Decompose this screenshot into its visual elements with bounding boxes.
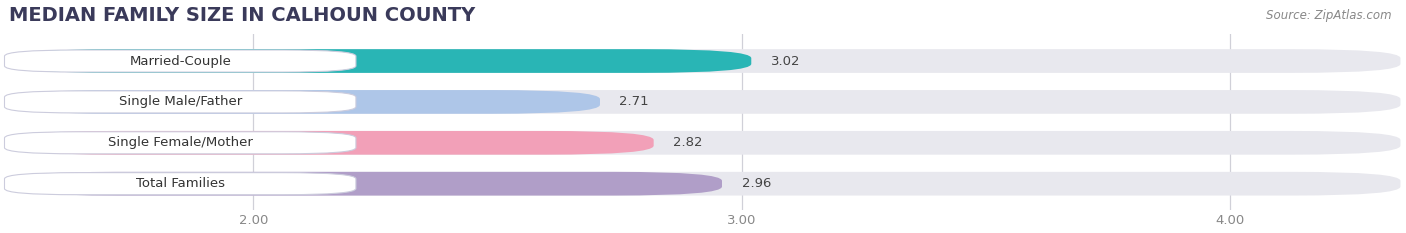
FancyBboxPatch shape	[10, 49, 1400, 73]
Text: Single Male/Father: Single Male/Father	[118, 96, 242, 108]
FancyBboxPatch shape	[10, 131, 654, 155]
Text: 3.02: 3.02	[770, 55, 800, 68]
Text: Single Female/Mother: Single Female/Mother	[108, 136, 253, 149]
FancyBboxPatch shape	[10, 131, 1400, 155]
Text: 2.82: 2.82	[673, 136, 703, 149]
FancyBboxPatch shape	[10, 90, 600, 114]
Text: Total Families: Total Families	[136, 177, 225, 190]
Text: 2.96: 2.96	[741, 177, 770, 190]
FancyBboxPatch shape	[4, 132, 356, 154]
FancyBboxPatch shape	[10, 49, 751, 73]
Text: MEDIAN FAMILY SIZE IN CALHOUN COUNTY: MEDIAN FAMILY SIZE IN CALHOUN COUNTY	[10, 6, 475, 24]
FancyBboxPatch shape	[4, 50, 356, 72]
FancyBboxPatch shape	[10, 90, 1400, 114]
FancyBboxPatch shape	[10, 172, 723, 195]
Text: Source: ZipAtlas.com: Source: ZipAtlas.com	[1267, 9, 1392, 22]
FancyBboxPatch shape	[4, 173, 356, 195]
FancyBboxPatch shape	[10, 172, 1400, 195]
FancyBboxPatch shape	[4, 91, 356, 113]
Text: 2.71: 2.71	[620, 96, 650, 108]
Text: Married-Couple: Married-Couple	[129, 55, 231, 68]
